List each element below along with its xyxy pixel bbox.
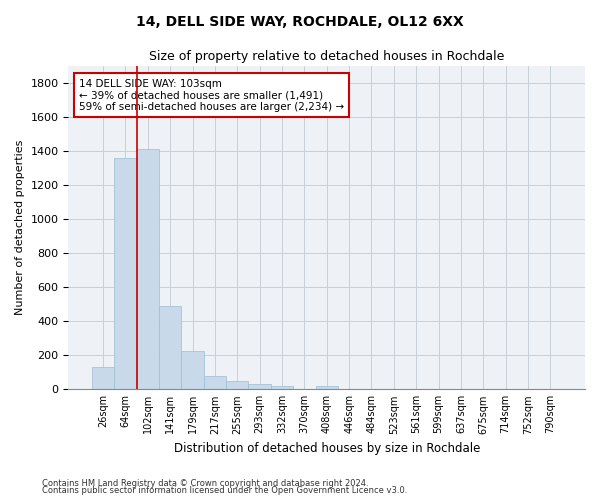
Bar [181,351,204,390]
Bar [226,381,248,390]
Bar [248,384,271,390]
Y-axis label: Number of detached properties: Number of detached properties [15,140,25,315]
Bar [92,367,114,390]
Text: Contains public sector information licensed under the Open Government Licence v3: Contains public sector information licen… [42,486,407,495]
Bar [159,306,181,390]
Bar [137,149,159,390]
Bar [271,386,293,390]
Title: Size of property relative to detached houses in Rochdale: Size of property relative to detached ho… [149,50,505,63]
Bar [114,158,137,390]
Text: 14, DELL SIDE WAY, ROCHDALE, OL12 6XX: 14, DELL SIDE WAY, ROCHDALE, OL12 6XX [136,15,464,29]
Text: Contains HM Land Registry data © Crown copyright and database right 2024.: Contains HM Land Registry data © Crown c… [42,478,368,488]
Text: 14 DELL SIDE WAY: 103sqm
← 39% of detached houses are smaller (1,491)
59% of sem: 14 DELL SIDE WAY: 103sqm ← 39% of detach… [79,78,344,112]
Bar [316,386,338,390]
X-axis label: Distribution of detached houses by size in Rochdale: Distribution of detached houses by size … [173,442,480,455]
Bar [204,376,226,390]
